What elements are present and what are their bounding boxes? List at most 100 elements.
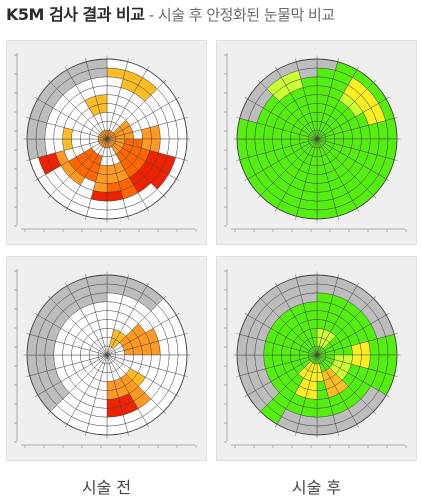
angle-tick <box>274 208 278 212</box>
caption-before: 시술 전 <box>81 478 132 497</box>
angle-tick <box>34 178 38 182</box>
angle-tick <box>394 159 398 161</box>
angle-tick <box>373 411 377 415</box>
angle-tick <box>386 394 390 398</box>
angle-tick <box>244 394 248 398</box>
angle-tick <box>394 117 398 119</box>
angle-tick <box>127 432 129 436</box>
angle-tick <box>386 312 390 316</box>
polar-cell <box>316 173 329 184</box>
angle-tick <box>295 58 297 62</box>
angle-tick <box>127 274 129 278</box>
polar-cell <box>351 127 362 140</box>
polar-cell <box>302 301 318 313</box>
angle-tick <box>26 159 30 161</box>
angle-tick <box>47 295 51 299</box>
angle-tick <box>373 295 377 299</box>
angle-tick <box>146 66 150 70</box>
polar-cell <box>316 389 329 400</box>
angle-tick <box>394 375 398 377</box>
angle-tick <box>236 375 240 377</box>
polar-cell <box>92 85 108 97</box>
angle-tick <box>257 411 261 415</box>
angle-tick <box>64 282 68 286</box>
polar-map-svg <box>224 53 407 232</box>
angle-tick <box>386 178 390 182</box>
angle-tick <box>176 394 180 398</box>
caption-after: 시술 후 <box>291 478 342 497</box>
angle-tick <box>184 333 188 335</box>
angle-tick <box>337 274 339 278</box>
angle-tick <box>356 66 360 70</box>
angle-tick <box>34 394 38 398</box>
angle-tick <box>176 96 180 100</box>
angle-tick <box>85 58 87 62</box>
polar-cell <box>359 340 371 356</box>
angle-tick <box>26 333 30 335</box>
angle-tick <box>337 432 339 436</box>
page-title: K5M 검사 결과 비교 - 시술 후 안정화된 눈물막 비교 <box>6 4 335 26</box>
polar-cell <box>62 138 73 151</box>
polar-cell <box>53 354 65 370</box>
polar-cell <box>106 181 122 193</box>
polar-cell <box>95 310 108 321</box>
polar-map-svg <box>224 269 407 448</box>
polar-cell <box>305 310 318 321</box>
angle-tick <box>386 96 390 100</box>
polar-cell <box>263 354 275 370</box>
polar-cell <box>106 173 119 184</box>
angle-tick <box>163 411 167 415</box>
angle-tick <box>257 195 261 199</box>
angle-tick <box>163 195 167 199</box>
angle-tick <box>373 195 377 199</box>
angle-tick <box>85 274 87 278</box>
polar-cells <box>26 58 188 220</box>
angle-tick <box>274 282 278 286</box>
polar-cell <box>316 181 332 193</box>
angle-tick <box>176 178 180 182</box>
polar-cell <box>141 343 152 356</box>
polar-cell <box>62 354 73 367</box>
angle-tick <box>47 411 51 415</box>
polar-cell <box>305 94 318 105</box>
angle-tick <box>295 274 297 278</box>
polar-cell <box>316 397 332 409</box>
polar-cell <box>53 138 65 154</box>
angle-tick <box>184 117 188 119</box>
angle-tick <box>356 282 360 286</box>
angle-tick <box>127 216 129 220</box>
polar-cell <box>351 343 362 356</box>
polar-cell <box>302 85 318 97</box>
angle-tick <box>244 312 248 316</box>
angle-tick <box>146 424 150 428</box>
polar-cell <box>141 127 152 140</box>
angle-tick <box>184 375 188 377</box>
angle-tick <box>64 208 68 212</box>
title-sub: - 시술 후 안정화된 눈물막 비교 <box>144 6 335 24</box>
angle-tick <box>356 424 360 428</box>
polar-cell <box>263 138 275 154</box>
angle-tick <box>64 66 68 70</box>
angle-tick <box>373 79 377 83</box>
angle-tick <box>257 79 261 83</box>
polar-cells <box>26 274 188 436</box>
angle-tick <box>26 117 30 119</box>
angle-tick <box>26 375 30 377</box>
angle-tick <box>184 159 188 161</box>
angle-tick <box>163 79 167 83</box>
angle-tick <box>257 295 261 299</box>
angle-tick <box>337 216 339 220</box>
angle-tick <box>146 282 150 286</box>
angle-tick <box>176 312 180 316</box>
map-before-top <box>6 40 207 245</box>
polar-cells <box>236 274 398 436</box>
angle-tick <box>236 159 240 161</box>
title-main: K5M 검사 결과 비교 <box>6 5 145 24</box>
polar-cell <box>106 389 119 400</box>
angle-tick <box>127 58 129 62</box>
angle-tick <box>274 66 278 70</box>
map-after-bottom <box>216 256 417 461</box>
angle-tick <box>244 96 248 100</box>
polar-cells <box>236 58 398 220</box>
angle-tick <box>85 216 87 220</box>
